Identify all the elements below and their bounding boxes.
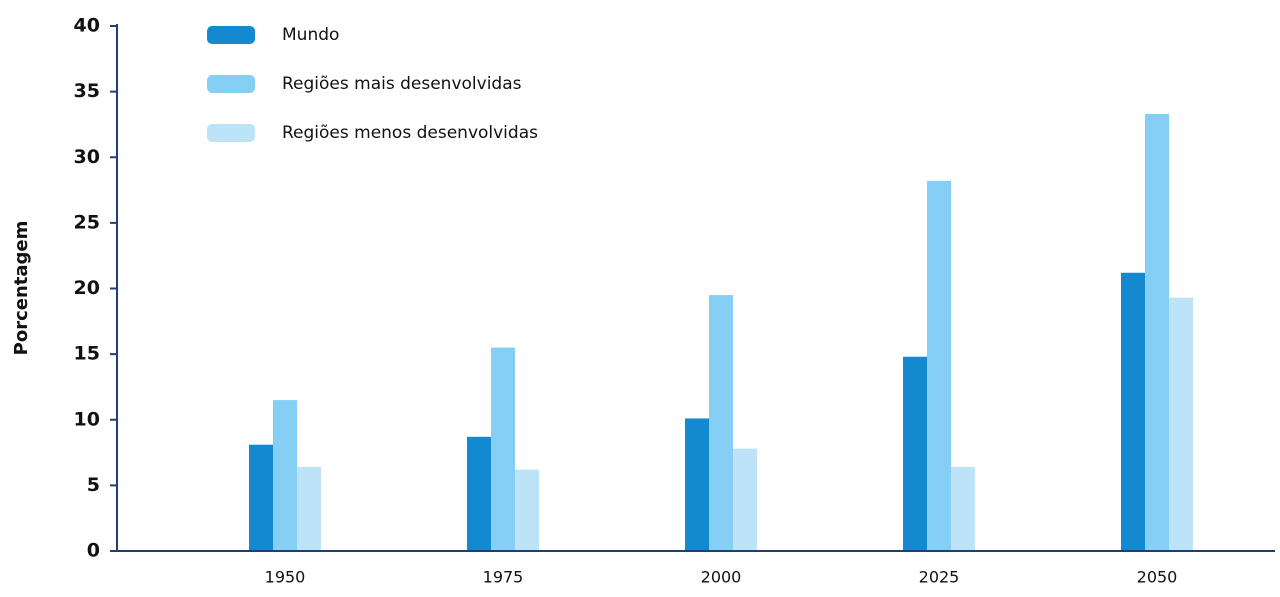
x-tick-label: 2050 [1137, 568, 1178, 587]
bar [491, 347, 515, 551]
y-tick-label: 20 [74, 277, 100, 299]
bar [733, 448, 757, 551]
legend-label: Regiões menos desenvolvidas [282, 123, 538, 143]
x-tick-label: 2000 [701, 568, 742, 587]
bar [1169, 297, 1193, 551]
legend-swatch [207, 75, 255, 93]
y-tick-label: 40 [74, 15, 100, 37]
bar [273, 400, 297, 551]
bar [249, 444, 273, 551]
bar [1121, 272, 1145, 551]
legend-swatch [207, 124, 255, 142]
bar [297, 467, 321, 551]
bar [709, 295, 733, 551]
y-tick-label: 25 [74, 211, 100, 233]
legend-label: Mundo [282, 25, 339, 45]
bar [685, 418, 709, 551]
bar [467, 436, 491, 551]
x-tick-label: 1950 [265, 568, 306, 587]
legend-label: Regiões mais desenvolvidas [282, 74, 522, 94]
bar [951, 467, 975, 551]
y-tick-label: 5 [87, 474, 100, 496]
y-axis-label: Porcentagem [11, 221, 32, 356]
y-tick-label: 35 [74, 80, 100, 102]
x-tick-label: 2025 [919, 568, 960, 587]
bar [515, 469, 539, 551]
legend-swatch [207, 26, 255, 44]
bar [927, 180, 951, 551]
bar [1145, 113, 1169, 551]
y-tick-label: 10 [74, 408, 100, 430]
bar [903, 356, 927, 551]
y-tick-label: 15 [74, 343, 100, 365]
y-tick-label: 0 [87, 540, 100, 562]
x-tick-label: 1975 [483, 568, 524, 587]
y-tick-label: 30 [74, 146, 100, 168]
